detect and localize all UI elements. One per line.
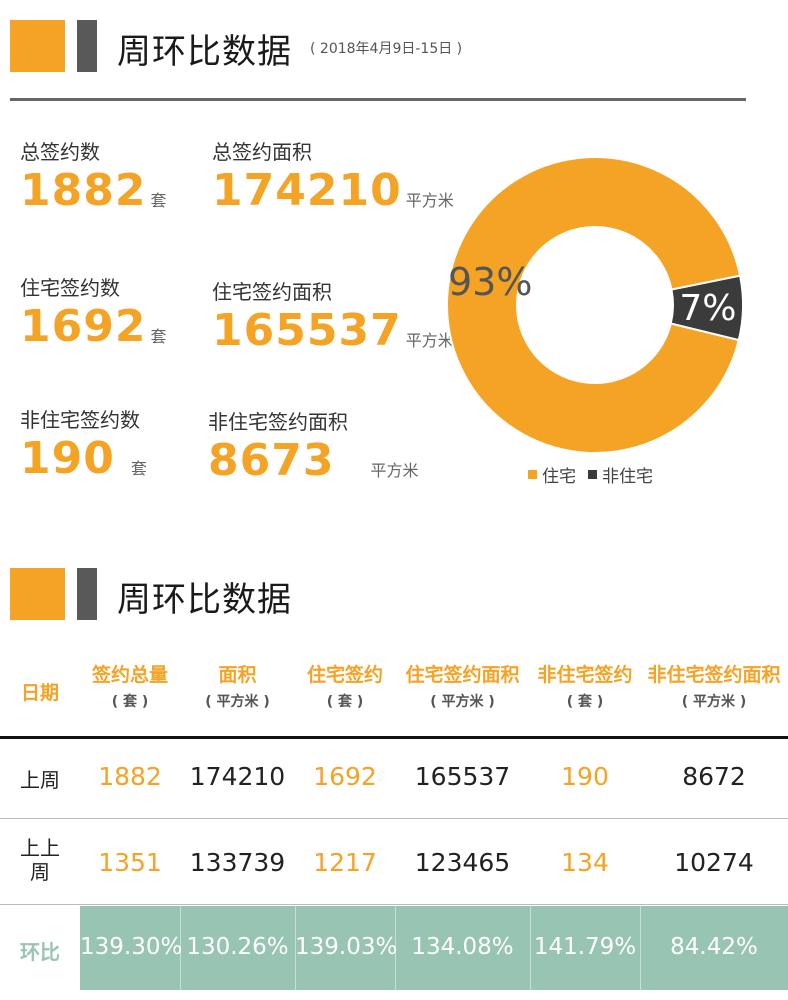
- stat-residential-count: 住宅签约数 1692 套: [20, 272, 166, 349]
- stat-value: 8673: [208, 435, 335, 486]
- stat-unit: 套: [150, 327, 167, 346]
- cell-separator: [395, 906, 396, 990]
- col-header-total: 签约总量 ( 套 ): [80, 660, 180, 730]
- cell: 134: [561, 848, 609, 877]
- stat-value: 1692: [20, 301, 147, 352]
- stat-label: 住宅签约数: [20, 276, 120, 300]
- chart-legend: 住宅 非住宅: [528, 462, 665, 487]
- cell: 1351: [98, 848, 162, 877]
- cell: 139.30%: [80, 934, 183, 960]
- cell-separator: [295, 906, 296, 990]
- header-orange-square: [10, 20, 65, 72]
- legend-swatch: [528, 470, 537, 479]
- stat-value: 165537: [212, 305, 402, 356]
- cell: 190: [561, 762, 609, 791]
- legend-label: 住宅: [542, 467, 576, 487]
- col-title: 日期: [20, 682, 59, 704]
- header-gray-bar: [77, 20, 97, 72]
- legend-swatch: [588, 470, 597, 479]
- stat-value: 174210: [212, 165, 402, 216]
- col-title: 住宅签约: [306, 664, 383, 686]
- legend-label: 非住宅: [602, 467, 653, 487]
- cell: 8672: [682, 762, 746, 791]
- cell: 165537: [414, 762, 511, 791]
- col-unit: ( 套 ): [111, 694, 149, 710]
- cell: 1217: [313, 848, 377, 877]
- col-unit: ( 套 ): [566, 694, 604, 710]
- cell: 84.42%: [670, 934, 758, 960]
- section-title: 周环比数据: [117, 32, 292, 72]
- stat-unit: 套: [150, 191, 167, 210]
- cell: 141.79%: [533, 934, 637, 960]
- cell-separator: [180, 906, 181, 990]
- stat-total-signed-area: 总签约面积 174210 平方米: [212, 136, 454, 213]
- stat-value: 1882: [20, 165, 147, 216]
- slice-label-nonresidential: 7%: [679, 288, 736, 329]
- cell-separator: [640, 906, 641, 990]
- stat-unit: 平方米: [405, 191, 454, 210]
- donut-chart: 93% 7%: [446, 156, 744, 454]
- col-header-residential: 住宅签约 ( 套 ): [295, 660, 395, 730]
- legend-item-nonresidential: 非住宅: [588, 462, 653, 487]
- cell: 134.08%: [411, 934, 514, 960]
- header-orange-square: [10, 568, 65, 620]
- col-title: 住宅签约面积: [405, 664, 520, 686]
- divider: [10, 98, 746, 101]
- legend-item-residential: 住宅: [528, 462, 576, 487]
- col-unit: ( 平方米 ): [430, 694, 495, 710]
- header-gray-bar: [77, 568, 97, 620]
- col-header-residential-area: 住宅签约面积 ( 平方米 ): [395, 660, 530, 730]
- col-unit: ( 平方米 ): [681, 694, 747, 710]
- col-header-date: 日期: [0, 678, 80, 748]
- stat-label: 非住宅签约数: [20, 408, 140, 432]
- cell: 139.03%: [295, 934, 398, 960]
- col-title: 签约总量: [91, 664, 168, 686]
- stat-label: 总签约面积: [212, 140, 312, 164]
- row-divider: [0, 818, 788, 819]
- ratio-row-background: [80, 906, 788, 990]
- stat-value: 190: [20, 433, 115, 484]
- stat-label: 总签约数: [20, 140, 100, 164]
- stat-label: 住宅签约面积: [212, 280, 332, 304]
- section-title: 周环比数据: [117, 580, 292, 620]
- stat-total-signed-count: 总签约数 1882 套: [20, 136, 166, 213]
- stat-unit: 平方米: [405, 331, 454, 350]
- row-label-two-weeks-ago: 上上周: [20, 836, 60, 884]
- stat-nonresidential-count: 非住宅签约数 190 套: [20, 404, 147, 481]
- stat-label: 非住宅签约面积: [208, 410, 348, 434]
- cell: 10274: [674, 848, 754, 877]
- cell-separator: [530, 906, 531, 990]
- cell: 133739: [189, 848, 286, 877]
- stat-nonresidential-area: 非住宅签约面积 8673 平方米: [208, 406, 418, 483]
- col-unit: ( 套 ): [326, 694, 364, 710]
- slice-label-residential: 93%: [448, 260, 532, 304]
- cell: 174210: [189, 762, 286, 791]
- stat-unit: 平方米: [370, 461, 419, 480]
- col-title: 面积: [218, 664, 257, 686]
- header-rule: [0, 736, 788, 739]
- col-title: 非住宅签约面积: [647, 664, 781, 686]
- donut-slice-residential: [446, 156, 742, 454]
- stat-residential-area: 住宅签约面积 165537 平方米: [212, 276, 454, 353]
- cell: 1692: [313, 762, 377, 791]
- row-label-last-week: 上周: [20, 768, 60, 792]
- row-divider: [0, 904, 788, 905]
- cell: 1882: [98, 762, 162, 791]
- col-unit: ( 平方米 ): [205, 694, 270, 710]
- section-header-table: 周环比数据: [0, 568, 788, 638]
- col-title: 非住宅签约: [537, 664, 633, 686]
- col-header-nonresidential: 非住宅签约 ( 套 ): [530, 660, 640, 730]
- col-header-nonresidential-area: 非住宅签约面积 ( 平方米 ): [640, 660, 788, 730]
- stat-unit: 套: [130, 459, 147, 478]
- cell: 130.26%: [186, 934, 289, 960]
- cell: 123465: [414, 848, 511, 877]
- section-header-weekly: 周环比数据 ( 2018年4月9日-15日 ): [0, 20, 788, 90]
- col-header-area: 面积 ( 平方米 ): [180, 660, 295, 730]
- date-range: ( 2018年4月9日-15日 ): [310, 41, 463, 57]
- row-label-ratio: 环比: [20, 940, 60, 964]
